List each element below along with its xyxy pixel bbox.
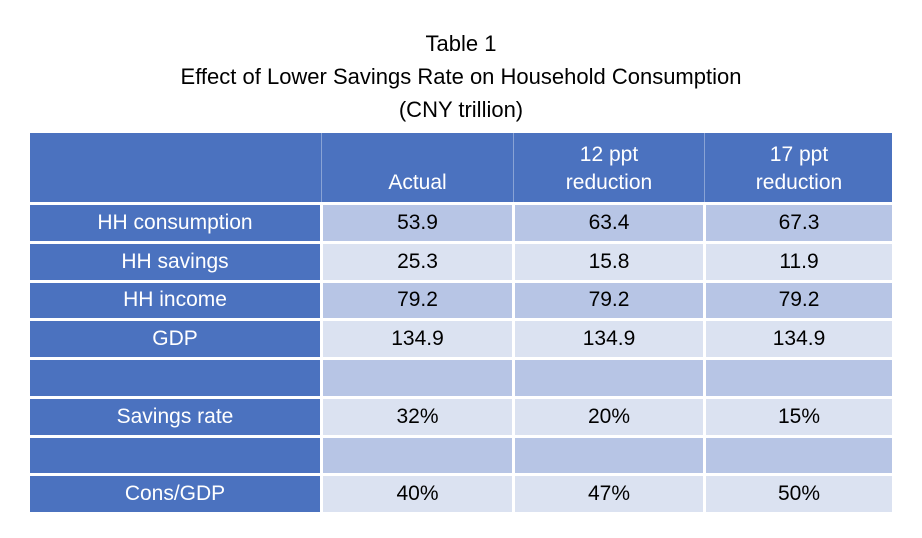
cell-actual bbox=[323, 437, 512, 474]
row-label-savings-rate: Savings rate bbox=[30, 398, 320, 435]
table-row-spacer-1 bbox=[30, 360, 892, 396]
cell-12ppt: 79.2 bbox=[515, 282, 703, 319]
table-row-hh-income: HH income 79.2 79.2 79.2 bbox=[30, 282, 892, 319]
table-row-savings-rate: Savings rate 32% 20% 15% bbox=[30, 398, 892, 435]
cell-17ppt: 50% bbox=[706, 476, 892, 512]
table-row-spacer-2 bbox=[30, 437, 892, 474]
table-row-hh-savings: HH savings 25.3 15.8 11.9 bbox=[30, 243, 892, 280]
cell-actual: 134.9 bbox=[323, 321, 512, 357]
table-caption: Table 1 Effect of Lower Savings Rate on … bbox=[0, 27, 922, 126]
table-title: Effect of Lower Savings Rate on Househol… bbox=[180, 64, 742, 89]
row-label-hh-consumption: HH consumption bbox=[30, 205, 320, 241]
cell-12ppt: 63.4 bbox=[515, 205, 703, 241]
header-cell-actual: Actual bbox=[388, 171, 447, 194]
header-separator bbox=[704, 133, 705, 202]
table-row-gdp: GDP 134.9 134.9 134.9 bbox=[30, 321, 892, 357]
cell-17ppt: 15% bbox=[706, 398, 892, 435]
table-row-cons-gdp: Cons/GDP 40% 47% 50% bbox=[30, 476, 892, 512]
cell-actual: 79.2 bbox=[323, 282, 512, 319]
cell-17ppt: 11.9 bbox=[706, 243, 892, 280]
cell-actual: 32% bbox=[323, 398, 512, 435]
cell-actual: 25.3 bbox=[323, 243, 512, 280]
row-label-spacer bbox=[30, 437, 320, 474]
cell-17ppt: 67.3 bbox=[706, 205, 892, 241]
cell-17ppt bbox=[706, 360, 892, 396]
table-number: Table 1 bbox=[425, 31, 497, 56]
cell-actual bbox=[323, 360, 512, 396]
cell-12ppt bbox=[515, 360, 703, 396]
cell-actual: 53.9 bbox=[323, 205, 512, 241]
data-table: Actual 12 ppt reduction 17 ppt reduction… bbox=[30, 133, 892, 512]
table-row-hh-consumption: HH consumption 53.9 63.4 67.3 bbox=[30, 205, 892, 241]
row-label-gdp: GDP bbox=[30, 321, 320, 357]
header-separator bbox=[321, 133, 322, 202]
cell-actual: 40% bbox=[323, 476, 512, 512]
header-row: Actual 12 ppt reduction 17 ppt reduction bbox=[30, 133, 892, 202]
cell-12ppt bbox=[515, 437, 703, 474]
cell-12ppt: 15.8 bbox=[515, 243, 703, 280]
row-label-hh-savings: HH savings bbox=[30, 243, 320, 280]
header-cell-12ppt-reduction: 12 ppt reduction bbox=[565, 143, 653, 194]
cell-17ppt: 79.2 bbox=[706, 282, 892, 319]
cell-12ppt: 47% bbox=[515, 476, 703, 512]
table-units: (CNY trillion) bbox=[398, 97, 524, 122]
header-cell-blank bbox=[30, 133, 320, 202]
cell-12ppt: 20% bbox=[515, 398, 703, 435]
cell-12ppt: 134.9 bbox=[515, 321, 703, 357]
row-label-cons-gdp: Cons/GDP bbox=[30, 476, 320, 512]
row-label-spacer bbox=[30, 360, 320, 396]
header-separator bbox=[513, 133, 514, 202]
header-cell-17ppt-reduction: 17 ppt reduction bbox=[755, 143, 843, 194]
cell-17ppt bbox=[706, 437, 892, 474]
cell-17ppt: 134.9 bbox=[706, 321, 892, 357]
row-label-hh-income: HH income bbox=[30, 282, 320, 319]
